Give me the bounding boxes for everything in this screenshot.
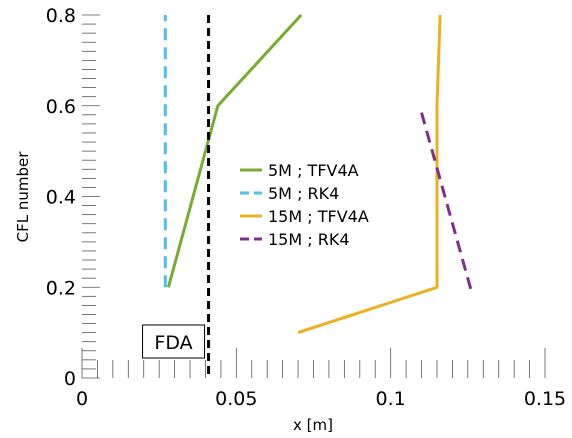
x-tick-label: 0: [76, 388, 88, 410]
legend-label-0: 5M ; TFV4A: [268, 161, 359, 180]
legend-label-2: 15M ; TFV4A: [268, 207, 369, 226]
series-line-0: [166, 13, 303, 288]
y-tick-label: 0.6: [46, 96, 76, 118]
x-tick-label: 0.15: [524, 388, 566, 410]
x-axis-label: x [m]: [293, 416, 333, 434]
y-tick-label: 0: [64, 368, 76, 390]
y-tick-label: 0.2: [46, 277, 76, 299]
fda-label: FDA: [154, 332, 192, 354]
series-line-2: [297, 14, 442, 335]
fda-label-box: [142, 324, 206, 359]
x-tick-label: 0.1: [376, 388, 406, 410]
y-tick-label: 0.4: [46, 187, 76, 209]
legend-label-1: 5M ; RK4: [268, 184, 339, 203]
legend-label-3: 15M ; RK4: [268, 230, 350, 249]
annotations: FDA: [142, 15, 211, 378]
y-tick-label: 0.8: [46, 5, 76, 27]
series-lines: [163, 13, 473, 335]
axis-labels: x [m] CFL number: [14, 151, 333, 434]
x-tick-label: 0.05: [215, 388, 257, 410]
axis-ticks: 0 0.2 0.4 0.6 0.8 0 0.05 0.1 0.15: [46, 5, 566, 410]
y-axis-label: CFL number: [14, 151, 32, 243]
legend: 5M ; TFV4A 5M ; RK4 15M ; TFV4A 15M ; RK4: [236, 155, 410, 255]
series-line-3: [420, 112, 473, 290]
legend-box: [236, 155, 410, 255]
